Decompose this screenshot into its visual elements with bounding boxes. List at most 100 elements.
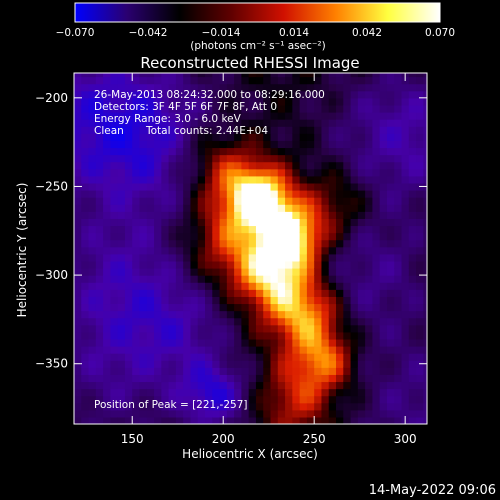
heatmap-cell [241, 310, 250, 319]
heatmap-cell [270, 175, 279, 184]
heatmap-cell [168, 239, 177, 248]
heatmap-cell [408, 112, 417, 120]
heatmap-cell [350, 282, 359, 290]
heatmap-cell [95, 395, 104, 404]
heatmap-cell [88, 395, 97, 404]
heatmap-cell [241, 97, 250, 106]
heatmap-cell [103, 147, 111, 156]
heatmap-cell [270, 324, 279, 333]
heatmap-cell [183, 97, 192, 106]
heatmap-cell [394, 211, 403, 219]
heatmap-cell [197, 97, 206, 106]
heatmap-cell [124, 338, 133, 347]
heatmap-cell [154, 190, 162, 198]
heatmap-cell [285, 253, 293, 262]
heatmap-cell [401, 211, 410, 219]
heatmap-cell [416, 388, 424, 397]
heatmap-cell [124, 253, 133, 262]
heatmap-cell [124, 331, 133, 340]
heatmap-cell [212, 303, 221, 312]
heatmap-cell [139, 282, 148, 290]
heatmap-cell [401, 353, 410, 361]
heatmap-cell [394, 126, 403, 134]
heatmap-cell [95, 133, 104, 141]
heatmap-cell [365, 409, 374, 418]
heatmap-cell [277, 232, 286, 241]
heatmap-cell [95, 239, 104, 248]
heatmap-cell [117, 211, 126, 219]
heatmap-cell [386, 104, 395, 113]
heatmap-cell [139, 409, 148, 418]
heatmap-cell [401, 175, 410, 184]
heatmap-cell [314, 331, 323, 340]
heatmap-cell [175, 346, 184, 354]
heatmap-cell [299, 402, 308, 411]
heatmap-cell [212, 260, 221, 269]
heatmap-cell [270, 402, 279, 411]
heatmap-cell [103, 360, 111, 368]
heatmap-cell [212, 83, 221, 92]
heatmap-cell [314, 140, 323, 149]
heatmap-cell [321, 161, 330, 170]
heatmap-cell [190, 360, 199, 368]
heatmap-cell [154, 275, 162, 283]
heatmap-cell [365, 374, 374, 383]
heatmap-cell [277, 289, 286, 297]
heatmap-cell [132, 416, 141, 424]
heatmap-cell [277, 310, 286, 319]
heatmap-cell [350, 112, 359, 120]
heatmap-cell [365, 175, 374, 184]
heatmap-cell [161, 388, 170, 397]
heatmap-image [74, 73, 427, 424]
heatmap-cell [343, 367, 352, 375]
heatmap-cell [190, 112, 199, 120]
heatmap-cell [146, 360, 155, 368]
heatmap-cell [234, 140, 243, 149]
heatmap-cell [285, 218, 293, 227]
heatmap-cell [328, 289, 337, 297]
heatmap-cell [423, 381, 427, 390]
heatmap-cell [241, 268, 250, 276]
heatmap-cell [270, 367, 279, 375]
heatmap-cell [306, 367, 315, 375]
heatmap-cell [321, 76, 330, 85]
heatmap-cell [161, 268, 170, 276]
heatmap-cell [74, 331, 82, 340]
heatmap-cell [74, 338, 82, 347]
heatmap-cell [124, 83, 133, 92]
heatmap-cell [132, 211, 141, 219]
heatmap-cell [81, 225, 90, 234]
heatmap-cell [110, 317, 119, 326]
heatmap-cell [306, 289, 315, 297]
heatmap-cell [124, 246, 133, 255]
heatmap-cell [285, 239, 293, 248]
heatmap-cell [95, 381, 104, 390]
heatmap-cell [241, 303, 250, 312]
heatmap-cell [132, 395, 141, 404]
heatmap-cell [314, 182, 323, 191]
heatmap-cell [219, 338, 228, 347]
heatmap-cell [292, 395, 301, 404]
heatmap-cell [132, 147, 141, 156]
heatmap-cell [81, 154, 90, 163]
heatmap-cell [234, 296, 243, 305]
heatmap-cell [343, 381, 352, 390]
heatmap-cell [263, 402, 272, 411]
heatmap-cell [74, 112, 82, 120]
heatmap-cell [241, 133, 250, 141]
heatmap-cell [292, 190, 301, 198]
heatmap-cell [205, 133, 213, 141]
heatmap-cell [299, 324, 308, 333]
heatmap-cell [124, 104, 133, 113]
heatmap-cell [350, 73, 359, 78]
heatmap-cell [343, 253, 352, 262]
heatmap-cell [314, 260, 323, 269]
heatmap-cell [74, 310, 82, 319]
heatmap-cell [226, 246, 235, 255]
heatmap-cell [88, 104, 97, 113]
heatmap-cell [197, 76, 206, 85]
heatmap-cell [219, 175, 228, 184]
heatmap-cell [336, 275, 344, 283]
heatmap-cell [226, 395, 235, 404]
